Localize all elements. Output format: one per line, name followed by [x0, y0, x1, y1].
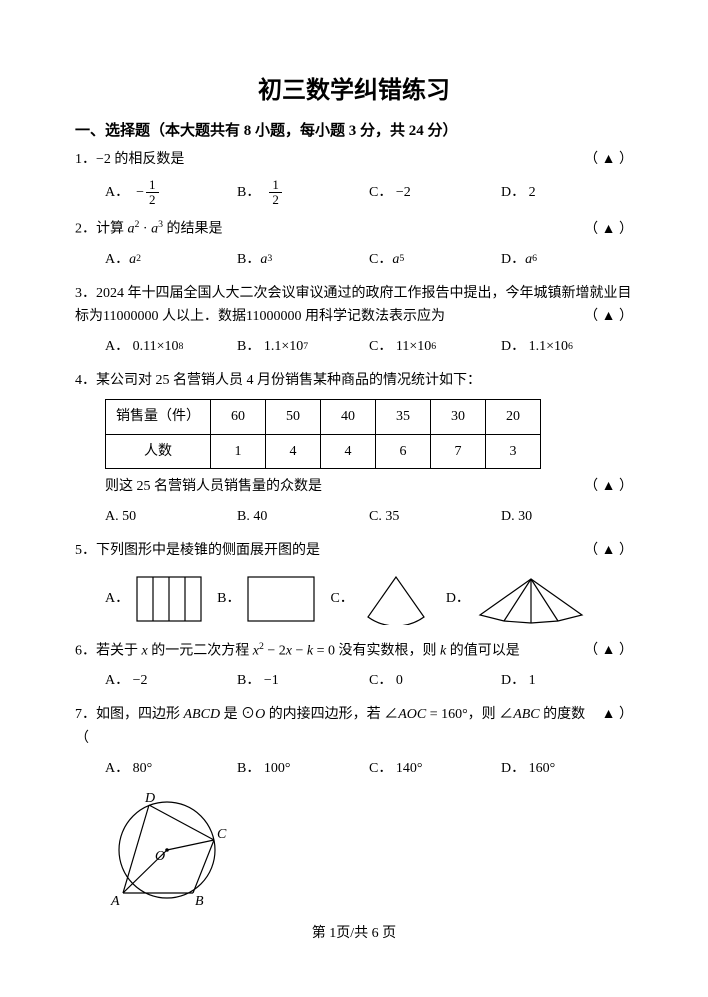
q5-option-d: D． [446, 573, 586, 625]
q5-option-a: A． [105, 575, 203, 623]
label-a: A [110, 894, 120, 909]
q2-text-post: 的结果是 [163, 222, 223, 237]
page: 初三数学纠错练习 一、选择题（本大题共有 8 小题，每小题 3 分，共 24 分… [0, 0, 708, 997]
table-cell: 4 [266, 434, 321, 469]
q4-label: 4． [75, 373, 96, 388]
title: 初三数学纠错练习 [75, 70, 633, 105]
table-cell: 6 [376, 434, 431, 469]
answer-blank: （ ▲ ） [574, 639, 633, 663]
q6-option-d: D． 1 [501, 669, 633, 693]
q1-option-a: A． − 1 2 [105, 178, 237, 208]
q1-option-c: C． −2 [369, 178, 501, 208]
q7-option-d: D． 160° [501, 757, 633, 781]
section-header: 一、选择题（本大题共有 8 小题，每小题 3 分，共 24 分） [75, 119, 633, 140]
q3-option-b: B． 1.1×107 [237, 335, 369, 359]
table-row: 销售量（件） 60 50 40 35 30 20 [106, 399, 541, 434]
question-5: 5．下列图形中是棱锥的侧面展开图的是 （ ▲ ） A． B． C [75, 539, 633, 625]
question-6: 6．若关于 x 的一元二次方程 x2 − 2x − k = 0 没有实数根，则 … [75, 639, 633, 693]
q5-option-c: C． [330, 573, 431, 625]
q2-option-c: C． a5 [369, 248, 501, 272]
q3-option-a: A． 0.11×108 [105, 335, 237, 359]
question-3: 3．2024 年十四届全国人大二次会议审议通过的政府工作报告中提出，今年城镇新增… [75, 282, 633, 359]
q4-text2: 则这 25 名营销人员销售量的众数是 [105, 475, 574, 499]
q1-text: −2 的相反数是 [96, 152, 184, 167]
q5-option-b: B． [217, 575, 316, 623]
answer-blank: ▲ ） [588, 703, 633, 727]
table-row: 人数 1 4 4 6 7 3 [106, 434, 541, 469]
question-7: 7．如图，四边形 ABCD 是 ⊙O 的内接四边形，若 ∠AOC = 160°，… [75, 703, 633, 921]
q6-label: 6． [75, 643, 96, 658]
answer-blank: （ ▲ ） [574, 218, 633, 242]
q4-option-a: A. 50 [105, 505, 237, 529]
q1-option-b: B． 1 2 [237, 178, 369, 208]
q5-label: 5． [75, 543, 96, 558]
page-footer: 第 1页/共 6 页 [0, 922, 708, 942]
table-cell: 50 [266, 399, 321, 434]
fraction: 1 2 [146, 178, 159, 208]
shape-fan-icon [476, 573, 586, 625]
q4-option-c: C. 35 [369, 505, 501, 529]
neg-sign: − [136, 181, 144, 205]
q2-option-b: B． a3 [237, 248, 369, 272]
shape-rect-icon [246, 575, 316, 623]
label-o: O [155, 849, 165, 864]
answer-blank: （ ▲ ） [574, 475, 633, 499]
question-4: 4．某公司对 25 名营销人员 4 月份销售某种商品的情况统计如下： 销售量（件… [75, 369, 633, 529]
table-cell: 销售量（件） [106, 399, 211, 434]
q2-text-pre: 计算 [96, 222, 128, 237]
label-d: D [144, 791, 155, 806]
q2-option-d: D． a6 [501, 248, 633, 272]
label-c: C [217, 827, 227, 842]
table-cell: 人数 [106, 434, 211, 469]
q7-option-b: B． 100° [237, 757, 369, 781]
table-cell: 20 [486, 399, 541, 434]
table-cell: 4 [321, 434, 376, 469]
shape-sector-icon [360, 573, 432, 625]
table-cell: 3 [486, 434, 541, 469]
q6-option-b: B． −1 [237, 669, 369, 693]
q4-option-b: B. 40 [237, 505, 369, 529]
table-cell: 1 [211, 434, 266, 469]
question-1: 1．−2 的相反数是 （ ▲ ） A． − 1 2 B． 1 2 C． −2 [75, 148, 633, 207]
q6-option-c: C． 0 [369, 669, 501, 693]
table-cell: 7 [431, 434, 486, 469]
answer-blank: （ ▲ ） [574, 148, 633, 172]
q2-label: 2． [75, 222, 96, 237]
q3-option-d: D． 1.1×106 [501, 335, 633, 359]
q2-option-a: A． a2 [105, 248, 237, 272]
q6-option-a: A． −2 [105, 669, 237, 693]
q1-option-d: D． 2 [501, 178, 633, 208]
q7-label: 7． [75, 707, 96, 722]
label-b: B [195, 894, 204, 909]
table-cell: 60 [211, 399, 266, 434]
q4-option-d: D. 30 [501, 505, 633, 529]
answer-blank: （ ▲ ） [574, 539, 633, 563]
q7-option-c: C． 140° [369, 757, 501, 781]
q3-line1: 3．2024 年十四届全国人大二次会议审议通过的政府工作报告中提出，今年城镇新增… [75, 282, 633, 306]
table-cell: 35 [376, 399, 431, 434]
table-cell: 40 [321, 399, 376, 434]
q1-label: 1． [75, 152, 96, 167]
question-2: 2．计算 a2 · a3 的结果是 （ ▲ ） A． a2 B． a3 C． a… [75, 217, 633, 271]
shape-grid-icon [135, 575, 203, 623]
table-cell: 30 [431, 399, 486, 434]
fraction: 1 2 [269, 178, 282, 208]
q4-text: 某公司对 25 名营销人员 4 月份销售某种商品的情况统计如下： [96, 373, 481, 388]
q3-option-c: C． 11×106 [369, 335, 501, 359]
q5-text: 下列图形中是棱锥的侧面展开图的是 [96, 543, 320, 558]
answer-blank: （ ▲ ） [574, 305, 633, 329]
circle-diagram: D C O A B [105, 790, 633, 921]
q7-option-a: A． 80° [105, 757, 237, 781]
q3-line2: 标为11000000 人以上．数据11000000 用科学记数法表示应为 [75, 305, 574, 329]
q4-table: 销售量（件） 60 50 40 35 30 20 人数 1 4 4 6 7 3 [105, 399, 541, 470]
